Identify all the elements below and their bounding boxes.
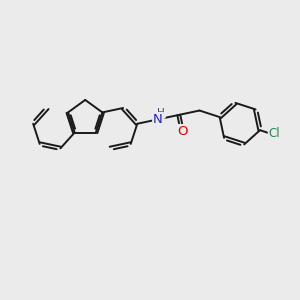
Text: O: O [177,125,188,138]
Text: H: H [157,108,165,118]
Text: Cl: Cl [269,127,280,140]
Text: N: N [153,113,163,126]
